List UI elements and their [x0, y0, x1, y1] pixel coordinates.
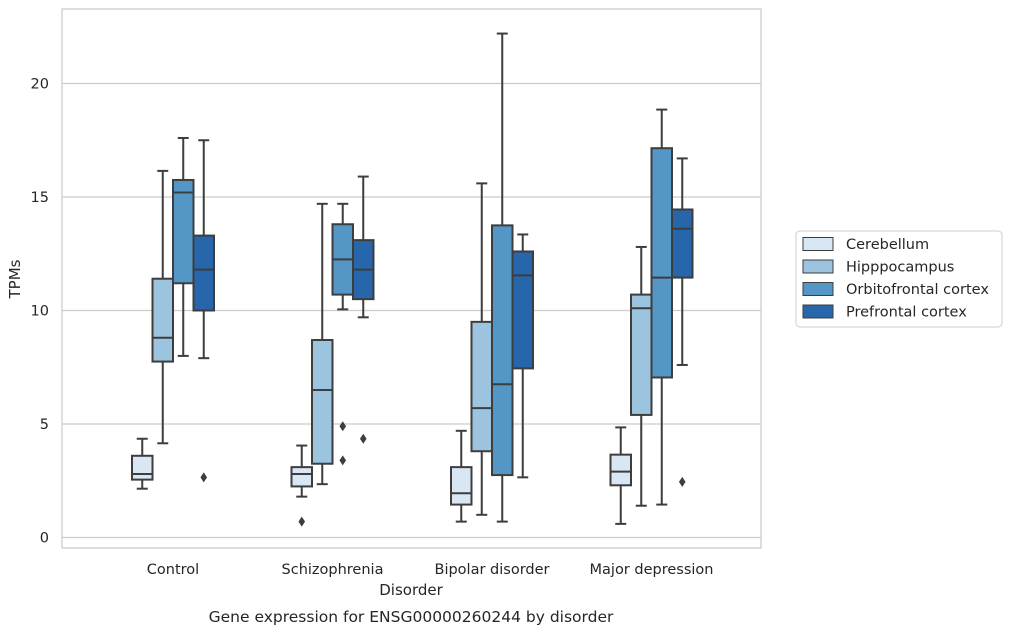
y-tick-label: 0 [40, 531, 49, 547]
series-cerebellum [131, 426, 632, 527]
y-axis-ticks: 0 5 10 15 20 [31, 77, 49, 547]
box [352, 175, 375, 444]
box [671, 157, 694, 487]
legend-label: Cerebellum [846, 237, 929, 253]
legend: Cerebellum Hipppocampus Orbitofrontal cort… [795, 230, 1003, 328]
box-body [609, 453, 632, 487]
box [511, 233, 534, 479]
box [311, 202, 334, 486]
x-axis-label: Disorder [379, 581, 443, 599]
box-body [450, 466, 473, 506]
y-tick-label: 20 [31, 77, 49, 93]
x-axis-ticks: Control Schizophrenia Bipolar disorder Majo… [147, 562, 714, 578]
box [172, 136, 195, 357]
legend-swatch [802, 304, 834, 319]
legend-swatch [802, 237, 834, 251]
box-body [470, 320, 493, 453]
plot-area-frame [61, 8, 762, 549]
outlier-point [339, 455, 347, 466]
y-tick-label: 5 [40, 417, 49, 433]
outlier-point [359, 433, 367, 444]
box [131, 437, 154, 490]
box-body [491, 224, 514, 477]
series-orbitofrontal-cortex [172, 32, 673, 523]
series-prefrontal-cortex [192, 139, 694, 487]
outlier-point [678, 476, 686, 487]
box [491, 32, 514, 523]
chart-title: Gene expression for ENSG00000260244 by d… [209, 608, 614, 626]
x-tick-label: Bipolar disorder [435, 562, 550, 578]
box [470, 182, 493, 516]
legend-label: Prefrontal cortex [846, 305, 967, 321]
box [290, 444, 313, 527]
box-body [311, 339, 334, 465]
legend-swatch [802, 259, 834, 274]
box [609, 426, 632, 525]
box-body [290, 466, 313, 488]
x-tick-label: Control [147, 562, 199, 578]
outlier-point [200, 472, 208, 483]
legend-label: Hipppocampus [846, 260, 954, 276]
legend-frame [795, 230, 1003, 328]
box-body [650, 147, 673, 379]
outlier-point [298, 516, 306, 527]
box-body [131, 454, 154, 481]
box-body [192, 234, 215, 312]
outlier-point [339, 421, 347, 432]
legend-label: Orbitofrontal cortex [846, 282, 989, 298]
box-series [131, 32, 694, 527]
y-tick-label: 10 [31, 304, 49, 320]
box [331, 202, 354, 466]
box-body [630, 293, 653, 416]
box-body [151, 277, 174, 363]
box [450, 429, 473, 523]
series-hipppocampus [151, 169, 653, 516]
x-tick-label: Major depression [590, 562, 714, 578]
x-tick-label: Schizophrenia [282, 562, 384, 578]
box [151, 169, 174, 445]
box [630, 245, 653, 507]
y-axis-label: TPMs [6, 259, 24, 299]
legend-swatch [802, 282, 834, 296]
box [650, 108, 673, 506]
box-body [511, 250, 534, 370]
y-tick-label: 15 [31, 190, 49, 206]
box [192, 139, 215, 483]
box-body [671, 208, 694, 279]
box-body [172, 178, 195, 285]
